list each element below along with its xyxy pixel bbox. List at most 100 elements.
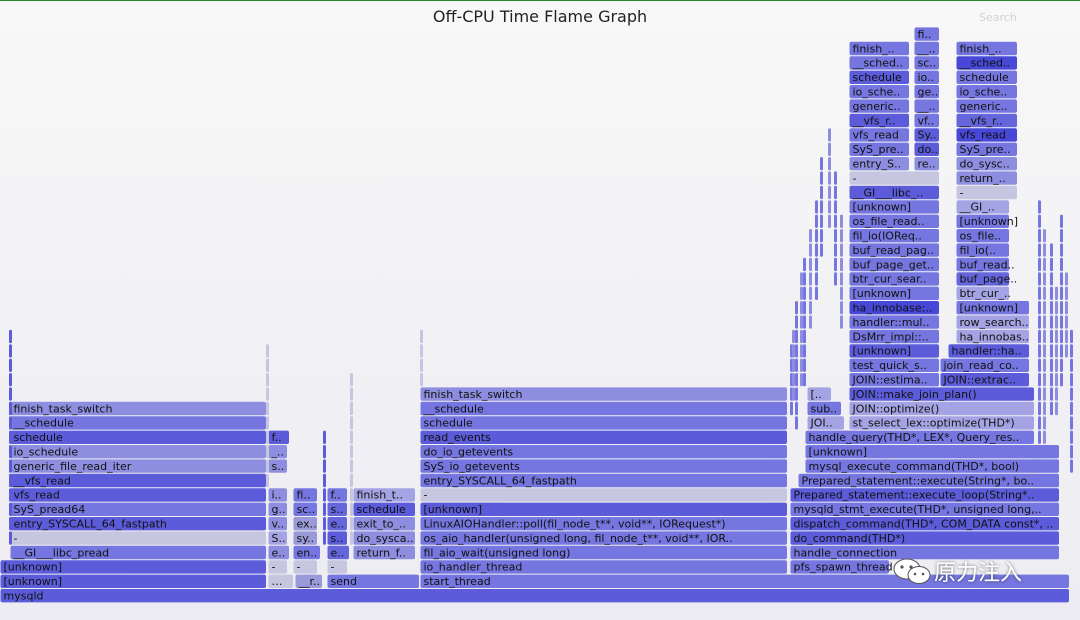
thin-frame-0-11[interactable] <box>9 430 12 444</box>
frame-rect[interactable] <box>956 157 1018 171</box>
frame-rect[interactable] <box>849 401 1035 416</box>
frame-90[interactable]: buf_read.. <box>956 257 1015 272</box>
frame-rect[interactable] <box>10 473 267 488</box>
frame-rect[interactable] <box>849 344 940 358</box>
thin-frame-3-4[interactable] <box>350 531 353 545</box>
frame-rect[interactable] <box>805 430 1035 444</box>
frame-rect[interactable] <box>295 574 323 588</box>
frame-rect[interactable] <box>353 531 416 545</box>
frame-2[interactable]: … <box>268 574 294 589</box>
frame-rect[interactable] <box>956 128 1018 142</box>
frame-28[interactable]: ex.. <box>293 517 318 531</box>
thin-frame-15-24[interactable] <box>840 243 843 257</box>
frame-rect[interactable] <box>268 488 288 502</box>
thin-frame-10-19[interactable] <box>809 315 812 329</box>
frame-1[interactable]: [unknown] <box>0 574 267 589</box>
frame-rect[interactable] <box>790 502 1060 516</box>
thin-frame-1-12[interactable] <box>266 416 269 430</box>
frame-rect[interactable] <box>849 56 910 70</box>
thin-frame-16-22[interactable] <box>1038 272 1041 286</box>
thin-frame-8-20[interactable] <box>800 301 803 315</box>
frame-rect[interactable] <box>914 85 940 99</box>
thin-frame-17-15[interactable] <box>1043 373 1046 387</box>
frame-77[interactable]: [unknown] <box>849 344 940 358</box>
thin-frame-16-26[interactable] <box>1038 214 1041 228</box>
thin-frame-17-13[interactable] <box>1043 401 1046 416</box>
frame-118[interactable]: io_sche.. <box>849 85 910 99</box>
thin-frame-20-18[interactable] <box>1060 329 1063 344</box>
frame-9[interactable]: - <box>327 560 348 574</box>
thin-frame-1-17[interactable] <box>266 344 269 358</box>
frame-rect[interactable] <box>10 459 267 473</box>
frame-121[interactable]: schedule <box>849 70 910 85</box>
thin-frame-12-30[interactable] <box>820 157 823 171</box>
thin-frame-7-17[interactable] <box>795 344 798 358</box>
thin-frame-3-13[interactable] <box>350 401 353 416</box>
thin-frame-22-12[interactable] <box>1070 416 1073 430</box>
thin-frame-17-11[interactable] <box>1043 430 1046 444</box>
thin-frame-17-18[interactable] <box>1043 329 1046 344</box>
frame-95[interactable]: os_file_read.. <box>849 214 940 229</box>
thin-frame-19-20[interactable] <box>1055 301 1058 315</box>
thin-frame-10-24[interactable] <box>809 243 812 257</box>
frame-rect[interactable] <box>956 185 1018 200</box>
frame-117[interactable]: generic.. <box>956 99 1018 113</box>
thin-frame-1-14[interactable] <box>266 387 269 401</box>
frame-39[interactable]: mysqld_stmt_execute(THD*, unsigned long,… <box>790 502 1060 516</box>
frame-96[interactable]: [unknown] <box>956 214 1019 229</box>
frame-rect[interactable] <box>268 502 288 516</box>
frame-rect[interactable] <box>0 574 267 588</box>
thin-frame-13-30[interactable] <box>828 157 831 171</box>
thin-frame-7-15[interactable] <box>795 373 798 387</box>
thin-frame-19-13[interactable] <box>1055 401 1058 416</box>
thin-frame-3-12[interactable] <box>350 416 353 430</box>
frame-124[interactable]: __sched.. <box>849 56 910 70</box>
frame-rect[interactable] <box>268 517 288 531</box>
frame-84[interactable]: [unknown] <box>956 301 1030 315</box>
thin-frame-15-20[interactable] <box>840 301 843 315</box>
frame-65[interactable]: st_select_lex::optimize(THD*) <box>849 416 1035 430</box>
frame-64[interactable]: JOI.. <box>807 416 845 430</box>
thin-frame-0-14[interactable] <box>9 387 12 401</box>
frame-11[interactable]: pfs_spawn_thread <box>790 560 893 574</box>
frame-rect[interactable] <box>420 473 788 488</box>
frame-rect[interactable] <box>790 488 1060 502</box>
frame-rect[interactable] <box>956 229 1010 243</box>
frame-61[interactable]: handle_query(THD*, LEX*, Query_res.. <box>805 430 1035 445</box>
frame-rect[interactable] <box>790 545 1060 560</box>
frame-113[interactable]: vf.. <box>914 113 940 128</box>
frame-rect[interactable] <box>849 171 940 185</box>
thin-frame-0-12[interactable] <box>9 416 12 430</box>
thin-frame-7-16[interactable] <box>795 358 798 372</box>
thin-frame-0-7[interactable] <box>9 488 12 502</box>
frame-55[interactable]: _.. <box>268 445 288 459</box>
frame-rect[interactable] <box>420 488 788 502</box>
frame-104[interactable]: re.. <box>914 157 940 171</box>
thin-frame-22-14[interactable] <box>1070 387 1073 401</box>
frame-107[interactable]: do.. <box>914 142 940 157</box>
frame-rect[interactable] <box>849 373 940 387</box>
thin-frame-17-12[interactable] <box>1043 416 1046 430</box>
frame-109[interactable]: vfs_read <box>849 128 910 142</box>
thin-frame-4-16[interactable] <box>420 358 423 372</box>
frame-93[interactable]: fil_io(IOReq.. <box>849 229 940 243</box>
frame-rect[interactable] <box>0 589 1070 603</box>
thin-frame-12-28[interactable] <box>820 185 823 200</box>
thin-frame-2-4[interactable] <box>323 531 326 545</box>
frame-rect[interactable] <box>293 545 321 560</box>
frame-rect[interactable] <box>956 257 1010 272</box>
thin-frame-16-16[interactable] <box>1038 358 1041 372</box>
thin-frame-22-16[interactable] <box>1070 358 1073 372</box>
thin-frame-0-4[interactable] <box>9 531 12 545</box>
thin-frame-9-23[interactable] <box>803 257 806 272</box>
frame-16[interactable]: return_f.. <box>353 545 416 560</box>
thin-frame-14-22[interactable] <box>834 272 837 286</box>
frame-rect[interactable] <box>10 531 267 545</box>
thin-frame-20-25[interactable] <box>1060 229 1063 243</box>
frame-35[interactable]: sc.. <box>293 502 318 516</box>
frame-24[interactable]: os_aio_handler(unsigned long, fil_node_t… <box>420 531 788 545</box>
thin-frame-9-15[interactable] <box>803 373 806 387</box>
frame-rect[interactable] <box>956 41 1018 56</box>
frame-rect[interactable] <box>849 229 940 243</box>
frame-120[interactable]: io_sche.. <box>956 85 1018 99</box>
